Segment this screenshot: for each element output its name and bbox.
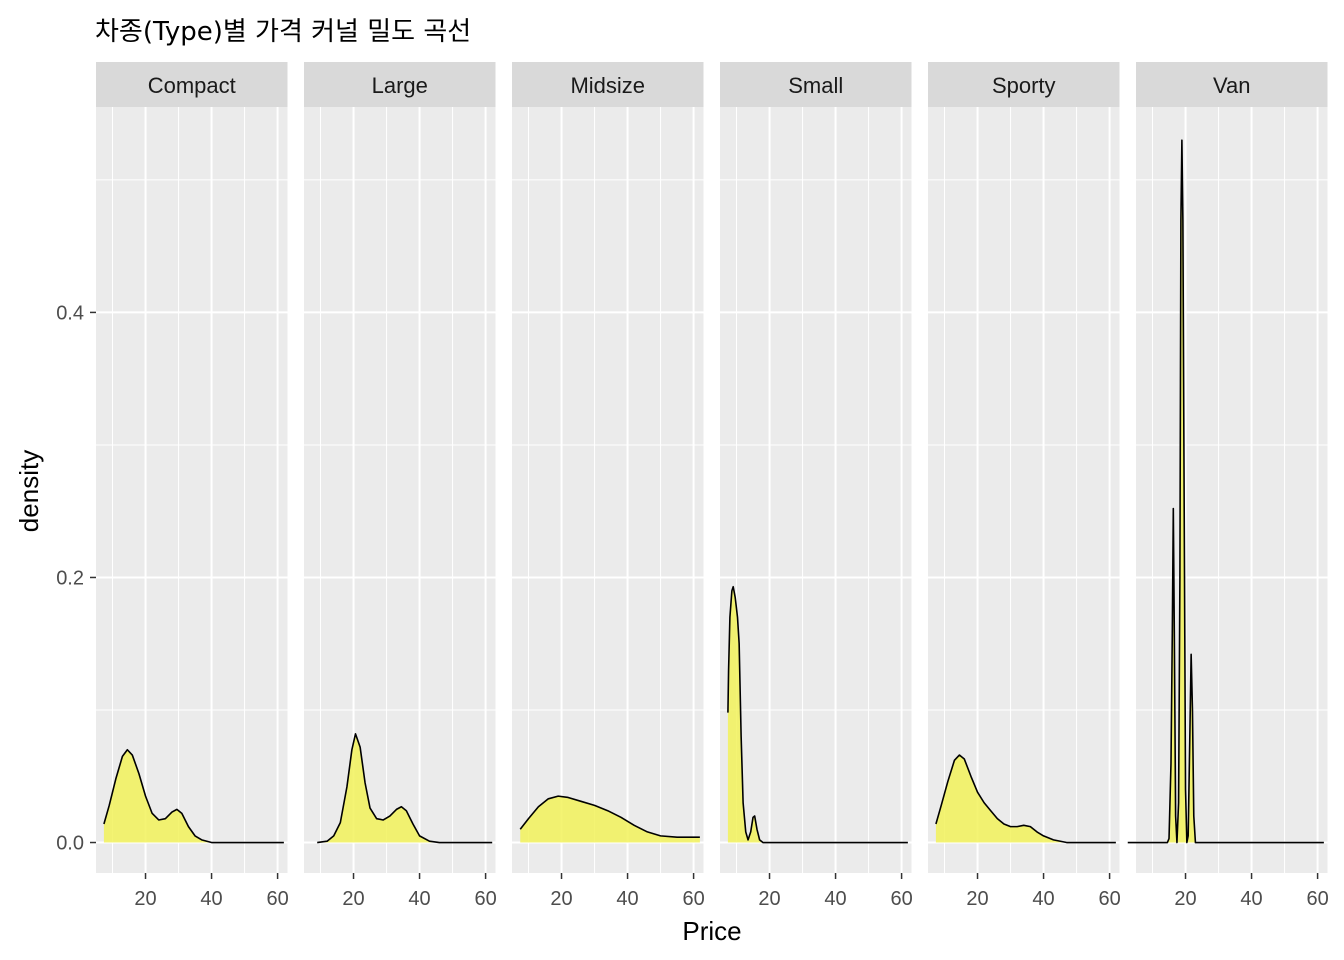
density-line-midsize [519,795,700,839]
x-tick-label: 20 [342,888,364,910]
density-line-small [727,585,908,844]
y-tick-label: 0.0 [56,833,84,855]
x-tick-label: 40 [1240,888,1262,910]
y-axis: 0.0 0.2 0.4 [56,302,96,855]
facet-panel-small: Small 20 40 60 [720,62,913,910]
chart-title: 차종(Type)별 가격 커널 밀도 곡선 [95,17,471,47]
facet-strip [512,62,704,107]
panel-background [96,107,288,873]
x-tick-label: 20 [134,888,156,910]
y-axis-title: density [14,450,44,532]
x-tick-label: 40 [200,888,222,910]
x-tick-label: 20 [966,888,988,910]
facet-strip-label: Small [788,73,843,98]
x-tick-label: 40 [1032,888,1054,910]
facet-strip-label: Van [1213,73,1251,98]
density-area-midsize [520,796,700,843]
facet-panel-compact: Compact 20 40 60 [96,62,289,910]
x-tick-label: 20 [550,888,572,910]
density-line-compact [103,748,284,844]
panel-background [304,107,496,873]
facet-strip [1136,62,1328,107]
y-tick-label: 0.2 [56,567,84,589]
density-line-van [1127,139,1324,844]
y-tick-label: 0.4 [56,302,84,324]
panel-background [512,107,704,873]
panel-background [928,107,1120,873]
x-tick-label: 60 [1098,888,1120,910]
facet-strip [720,62,912,107]
density-line-large [317,733,493,844]
facet-strip [96,62,288,107]
x-tick-label: 40 [616,888,638,910]
x-tick-label: 20 [758,888,780,910]
facet-panel-midsize: Midsize 20 40 60 [512,62,705,910]
x-tick-label: 60 [474,888,496,910]
facet-strip [928,62,1120,107]
facet-panel-large: Large 20 40 60 [304,62,497,910]
x-tick-label: 40 [408,888,430,910]
panel-background [1136,107,1328,873]
facet-panel-van: Van 20 40 60 [1127,62,1329,910]
facet-panel-sporty: Sporty 20 40 60 [928,62,1121,910]
x-axis-title: Price [682,916,741,946]
x-tick-label: 60 [1306,888,1328,910]
facet-strip-label: Midsize [570,73,645,98]
density-area-sporty [935,755,1116,843]
facet-strip-label: Large [372,73,428,98]
density-area-compact [103,749,284,843]
x-tick-label: 60 [266,888,288,910]
x-tick-label: 60 [682,888,704,910]
x-tick-label: 60 [890,888,912,910]
density-line-sporty [935,754,1116,844]
facet-strip-label: Compact [148,73,236,98]
x-tick-label: 20 [1174,888,1196,910]
facet-strip-label: Sporty [992,73,1056,98]
facet-strip [304,62,496,107]
x-tick-label: 40 [824,888,846,910]
density-area-large [317,733,493,843]
panel-background [720,107,912,873]
